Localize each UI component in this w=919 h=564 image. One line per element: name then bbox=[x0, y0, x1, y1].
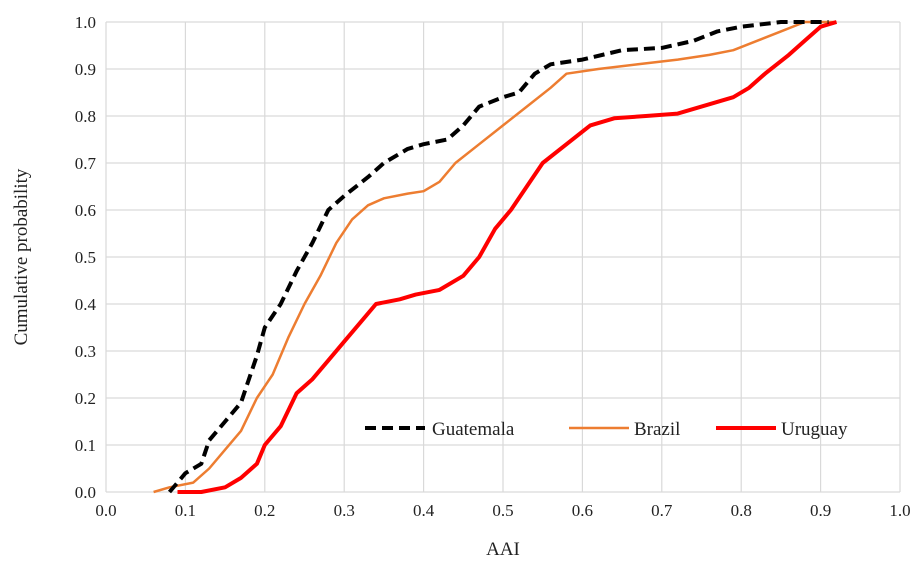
x-tick-label: 0.0 bbox=[95, 501, 116, 520]
legend: Guatemala Brazil Uruguay bbox=[365, 419, 848, 440]
y-tick-label: 0.4 bbox=[75, 295, 97, 314]
y-tick-label: 0.3 bbox=[75, 342, 96, 361]
x-axis-title: AAI bbox=[486, 539, 520, 560]
y-tick-label: 0.1 bbox=[75, 436, 96, 455]
x-tick-label: 0.5 bbox=[492, 501, 513, 520]
x-tick-label: 1.0 bbox=[889, 501, 910, 520]
x-tick-label: 0.1 bbox=[175, 501, 196, 520]
series-line-brazil bbox=[153, 20, 837, 494]
x-tick-label: 0.2 bbox=[254, 501, 275, 520]
y-axis-title: Cumulative probability bbox=[11, 168, 32, 345]
series-line-guatemala bbox=[167, 20, 829, 494]
x-tick-label: 0.3 bbox=[334, 501, 355, 520]
y-tick-label: 0.9 bbox=[75, 60, 96, 79]
y-tick-label: 0.8 bbox=[75, 107, 96, 126]
x-tick-label: 0.9 bbox=[810, 501, 831, 520]
legend-label-guatemala: Guatemala bbox=[432, 419, 515, 440]
x-tick-label: 0.4 bbox=[413, 501, 435, 520]
x-tick-label: 0.7 bbox=[651, 501, 673, 520]
y-tick-label: 1.0 bbox=[75, 13, 96, 32]
x-tick-label: 0.6 bbox=[572, 501, 593, 520]
y-tick-label: 0.0 bbox=[75, 483, 96, 502]
tick-labels: 0.0 0.1 0.2 0.3 0.4 0.5 0.6 0.7 0.8 0.9 1.0 0.0 0.1 0… bbox=[75, 13, 911, 520]
y-tick-label: 0.6 bbox=[75, 201, 96, 220]
y-tick-label: 0.7 bbox=[75, 154, 97, 173]
y-tick-label: 0.5 bbox=[75, 248, 96, 267]
series-lines bbox=[153, 20, 838, 494]
y-tick-label: 0.2 bbox=[75, 389, 96, 408]
x-tick-label: 0.8 bbox=[731, 501, 752, 520]
legend-label-uruguay: Uruguay bbox=[781, 419, 848, 440]
legend-label-brazil: Brazil bbox=[634, 419, 680, 440]
series-line-uruguay bbox=[177, 20, 838, 494]
